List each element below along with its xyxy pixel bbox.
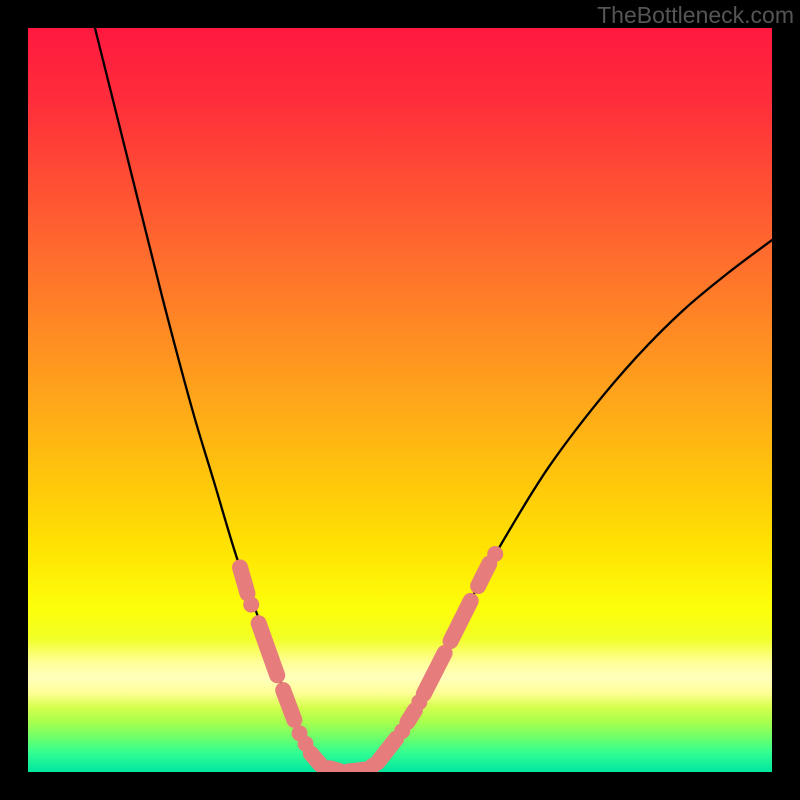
marker-pill xyxy=(311,753,321,764)
watermark-text: TheBottleneck.com xyxy=(597,2,794,29)
marker-pill xyxy=(348,769,367,771)
marker-dot xyxy=(487,546,503,562)
marker-pill xyxy=(407,710,414,722)
marker-pill xyxy=(478,564,489,586)
marker-dot xyxy=(243,597,259,613)
plot-area xyxy=(28,28,772,772)
markers-group xyxy=(240,546,503,772)
chart-container: TheBottleneck.com xyxy=(0,0,800,800)
marker-pill xyxy=(329,768,339,771)
curve-layer xyxy=(28,28,772,772)
marker-pill xyxy=(259,623,278,675)
marker-pill xyxy=(451,601,471,641)
marker-pill xyxy=(240,567,247,593)
marker-pill xyxy=(378,739,397,763)
marker-pill xyxy=(283,690,294,720)
curve-left xyxy=(95,28,326,767)
marker-pill xyxy=(424,653,445,694)
